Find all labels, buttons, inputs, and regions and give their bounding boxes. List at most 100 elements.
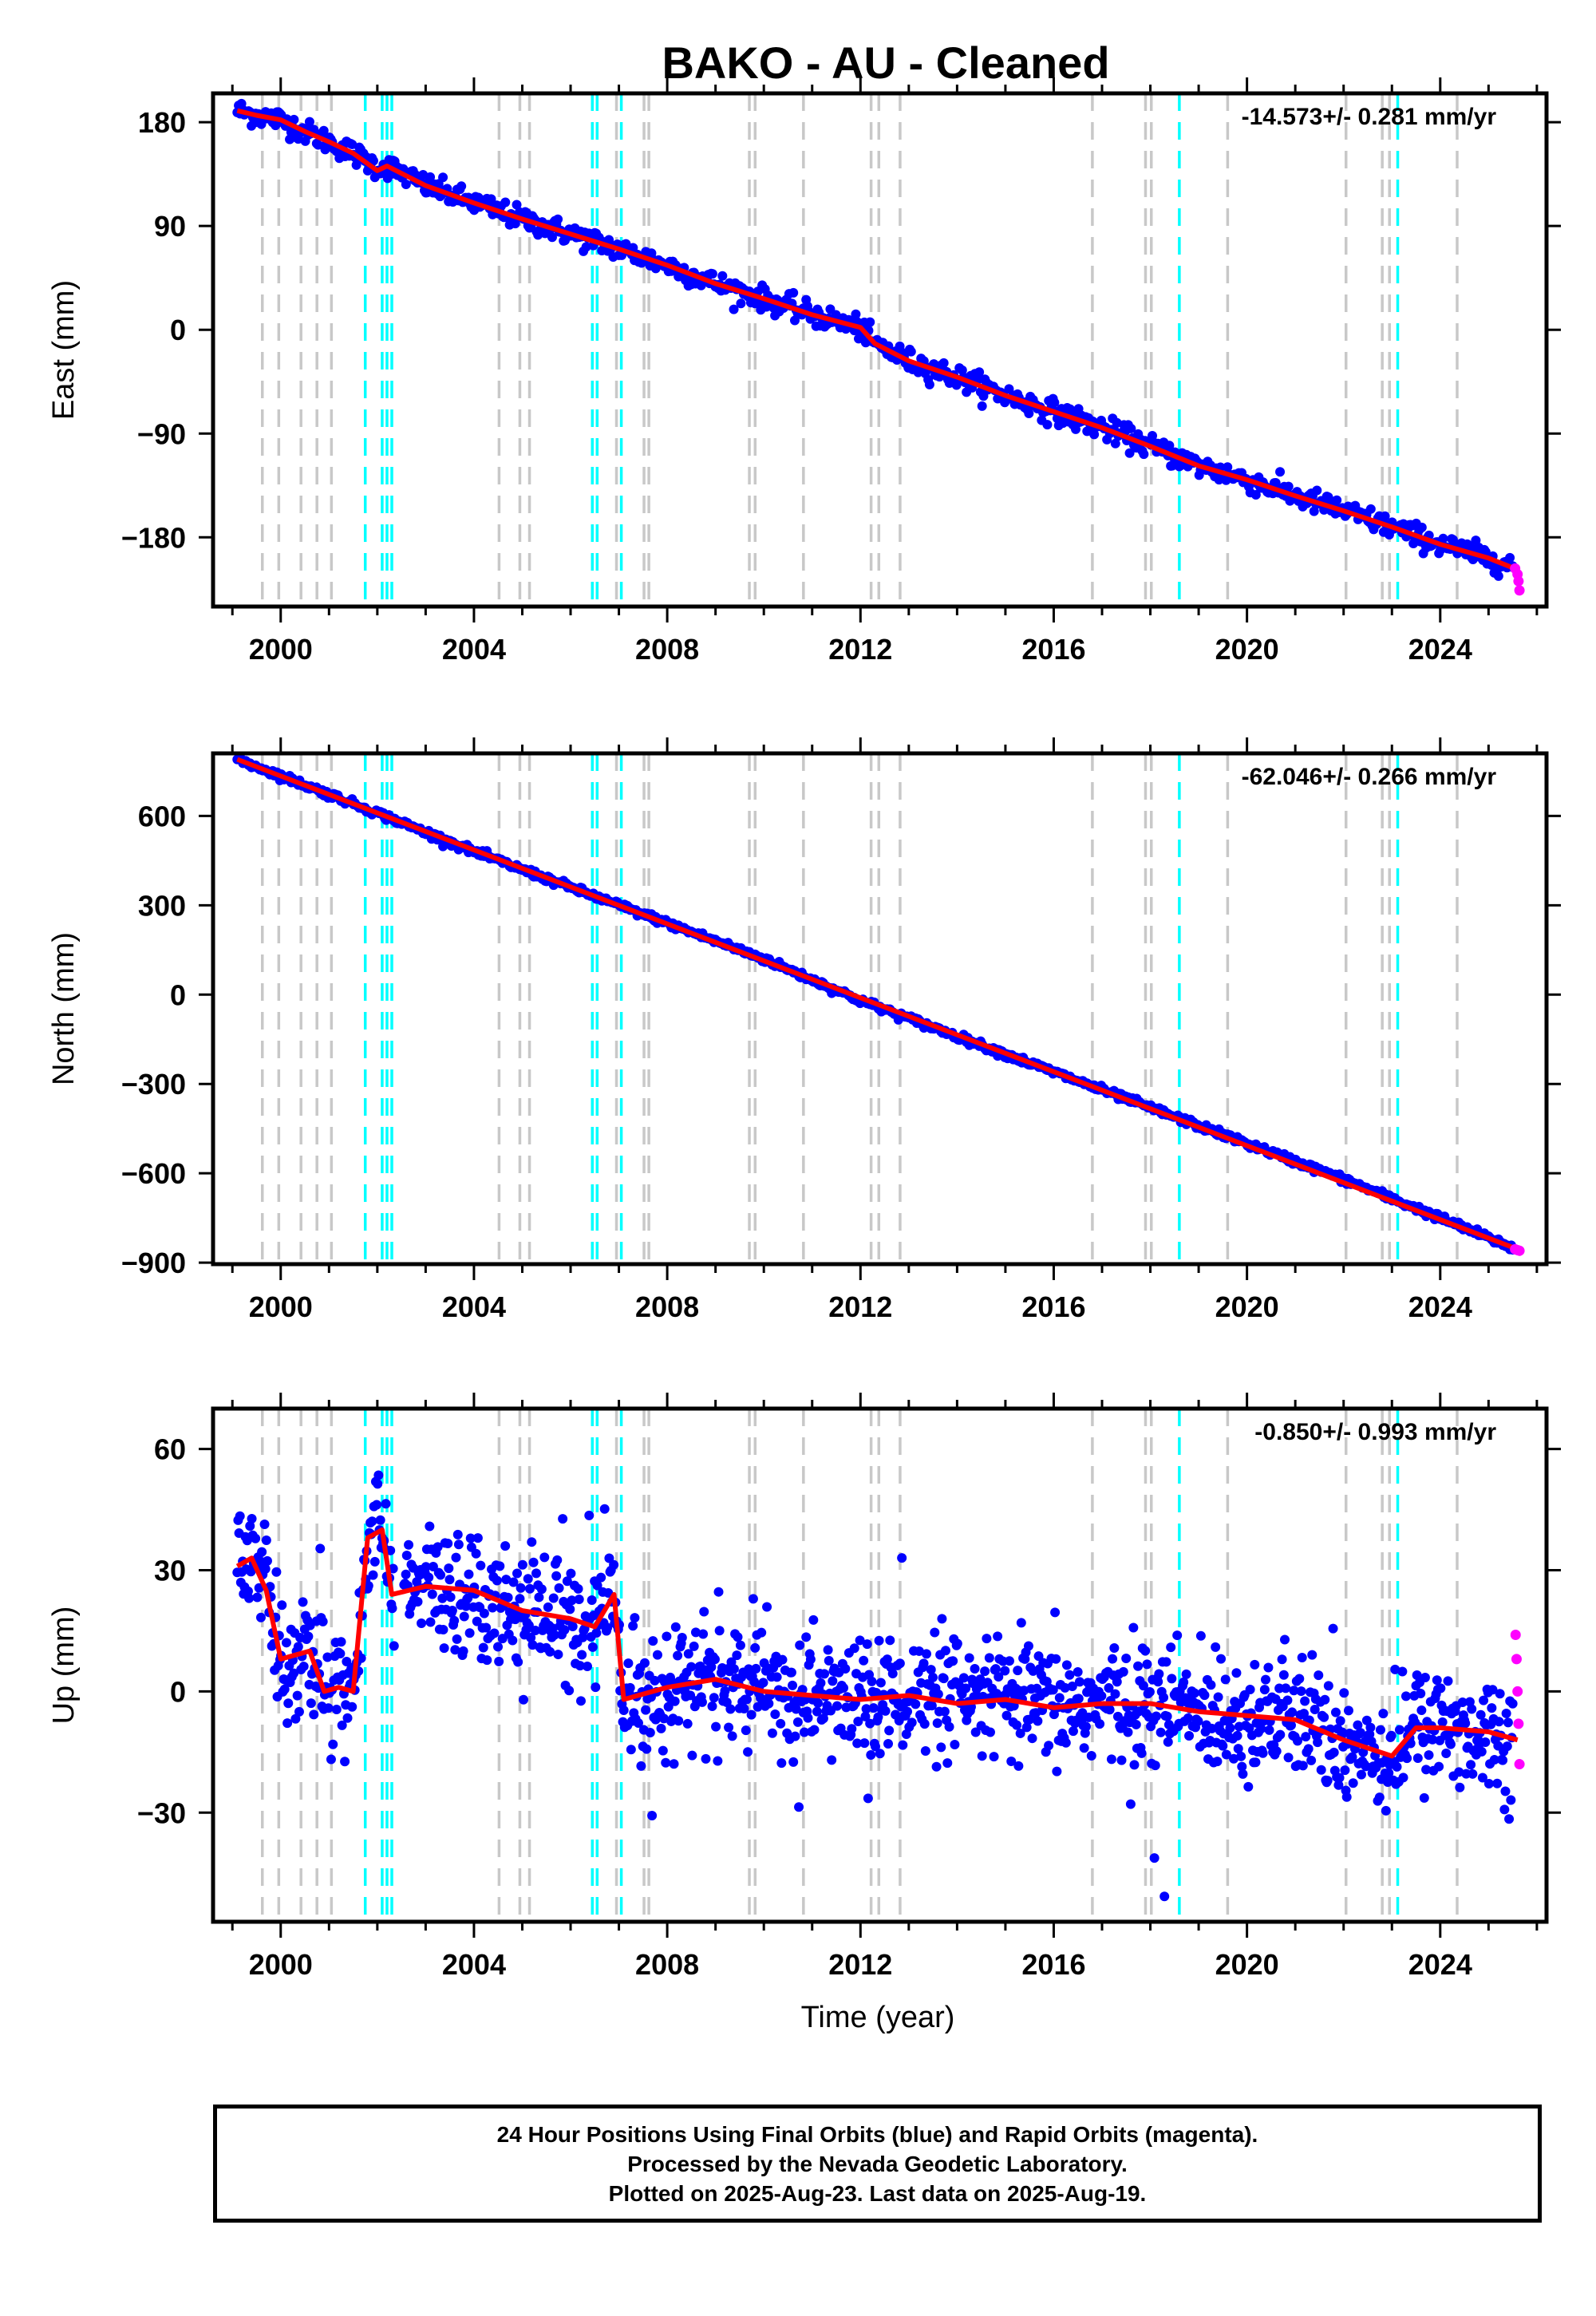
data-point — [591, 1682, 601, 1693]
data-point — [753, 1701, 763, 1712]
data-point — [1380, 511, 1390, 521]
caption-line: 24 Hour Positions Using Final Orbits (bl… — [496, 2121, 1258, 2147]
data-point — [1108, 1654, 1118, 1664]
data-point — [1000, 1666, 1010, 1676]
data-point — [1001, 1710, 1012, 1721]
data-point — [911, 1699, 921, 1709]
data-point — [670, 1696, 680, 1706]
x-tick-label: 2008 — [635, 1948, 699, 1981]
data-point — [260, 1563, 271, 1574]
data-point — [1322, 1776, 1333, 1786]
data-point — [1374, 1792, 1385, 1803]
data-point — [914, 1646, 924, 1656]
data-point — [328, 1739, 338, 1749]
data-point — [725, 1704, 736, 1714]
data-point — [1052, 1766, 1062, 1777]
x-tick-label: 2008 — [635, 633, 699, 666]
data-point — [1015, 1728, 1025, 1738]
x-tick-label: 2020 — [1215, 1948, 1279, 1981]
data-point — [494, 1656, 504, 1666]
y-tick-label: 600 — [138, 800, 186, 832]
velocity-annotation: -62.046+/- 0.266 mm/yr — [1242, 764, 1497, 790]
data-point — [656, 1723, 666, 1733]
data-point — [931, 1761, 942, 1772]
data-point — [478, 1642, 488, 1653]
rapid-orbit-points — [1510, 1243, 1525, 1256]
data-point — [868, 1703, 879, 1713]
data-point — [989, 1752, 999, 1762]
data-point — [1416, 1705, 1427, 1716]
data-point — [776, 1718, 786, 1729]
data-point — [489, 1628, 500, 1638]
data-point — [1297, 1653, 1307, 1663]
data-point — [1148, 431, 1158, 441]
data-point — [298, 1597, 308, 1607]
data-point — [1161, 1657, 1171, 1667]
data-point — [1277, 1654, 1287, 1665]
x-tick-label: 2024 — [1408, 1948, 1472, 1981]
data-point — [246, 1567, 256, 1577]
data-point — [1250, 1659, 1260, 1670]
data-point — [866, 1750, 876, 1761]
x-tick-label: 2012 — [828, 1948, 892, 1981]
data-point — [875, 1749, 885, 1759]
data-point — [582, 1662, 592, 1672]
data-point — [1494, 1717, 1504, 1727]
data-point — [623, 1658, 634, 1669]
data-point — [425, 1521, 435, 1531]
data-point — [732, 1650, 742, 1661]
data-point — [1300, 1696, 1310, 1706]
data-point — [1023, 1641, 1033, 1651]
data-point — [1328, 1623, 1338, 1634]
x-tick-label: 2012 — [828, 633, 892, 666]
data-point — [1116, 1755, 1127, 1765]
data-point — [472, 1616, 482, 1626]
data-point — [1220, 1674, 1231, 1685]
data-point — [1263, 1662, 1274, 1673]
data-point — [1139, 449, 1149, 460]
data-point — [827, 1755, 837, 1765]
data-point — [450, 1645, 460, 1655]
data-point — [1278, 1670, 1289, 1680]
data-point — [980, 1666, 990, 1677]
data-point — [452, 1634, 462, 1644]
data-point — [340, 1757, 350, 1767]
data-point — [318, 125, 329, 136]
data-point — [805, 1654, 816, 1665]
data-point — [863, 1793, 873, 1804]
data-point — [733, 1632, 743, 1642]
data-point — [1159, 1693, 1169, 1703]
north-panel: 600 300 0 −300 −600 −900 2000 2004 2008 2012 2016 2… — [47, 737, 1561, 1323]
x-tick-label: 2016 — [1021, 633, 1085, 666]
data-point — [707, 269, 717, 279]
data-point — [1438, 533, 1448, 543]
data-point — [1256, 1724, 1266, 1734]
data-point — [948, 1656, 958, 1666]
data-point — [1206, 1680, 1216, 1690]
data-point — [788, 287, 799, 298]
data-point — [247, 1514, 257, 1524]
data-point — [1050, 1607, 1061, 1618]
data-point — [1275, 467, 1286, 477]
data-point — [709, 1654, 720, 1665]
data-point — [1445, 1739, 1456, 1749]
data-point — [279, 1684, 290, 1694]
data-point — [1150, 1761, 1160, 1771]
data-point — [1019, 1686, 1029, 1696]
data-point — [1243, 1781, 1254, 1792]
data-point — [871, 1688, 882, 1698]
data-point — [794, 1802, 804, 1812]
data-point — [488, 1603, 498, 1613]
data-point — [1074, 1677, 1084, 1687]
data-point — [952, 1638, 962, 1649]
data-point — [1333, 1780, 1344, 1790]
data-point — [1489, 1755, 1499, 1765]
data-point — [689, 1641, 699, 1651]
data-point — [1054, 1693, 1065, 1703]
data-point — [566, 1568, 576, 1579]
data-point — [1184, 1731, 1195, 1741]
up-panel: 60 30 0 −30 2000 2004 2008 2012 2016 2020 2024 Up (… — [47, 1393, 1561, 1981]
data-point — [282, 1718, 293, 1729]
data-point — [736, 298, 746, 309]
